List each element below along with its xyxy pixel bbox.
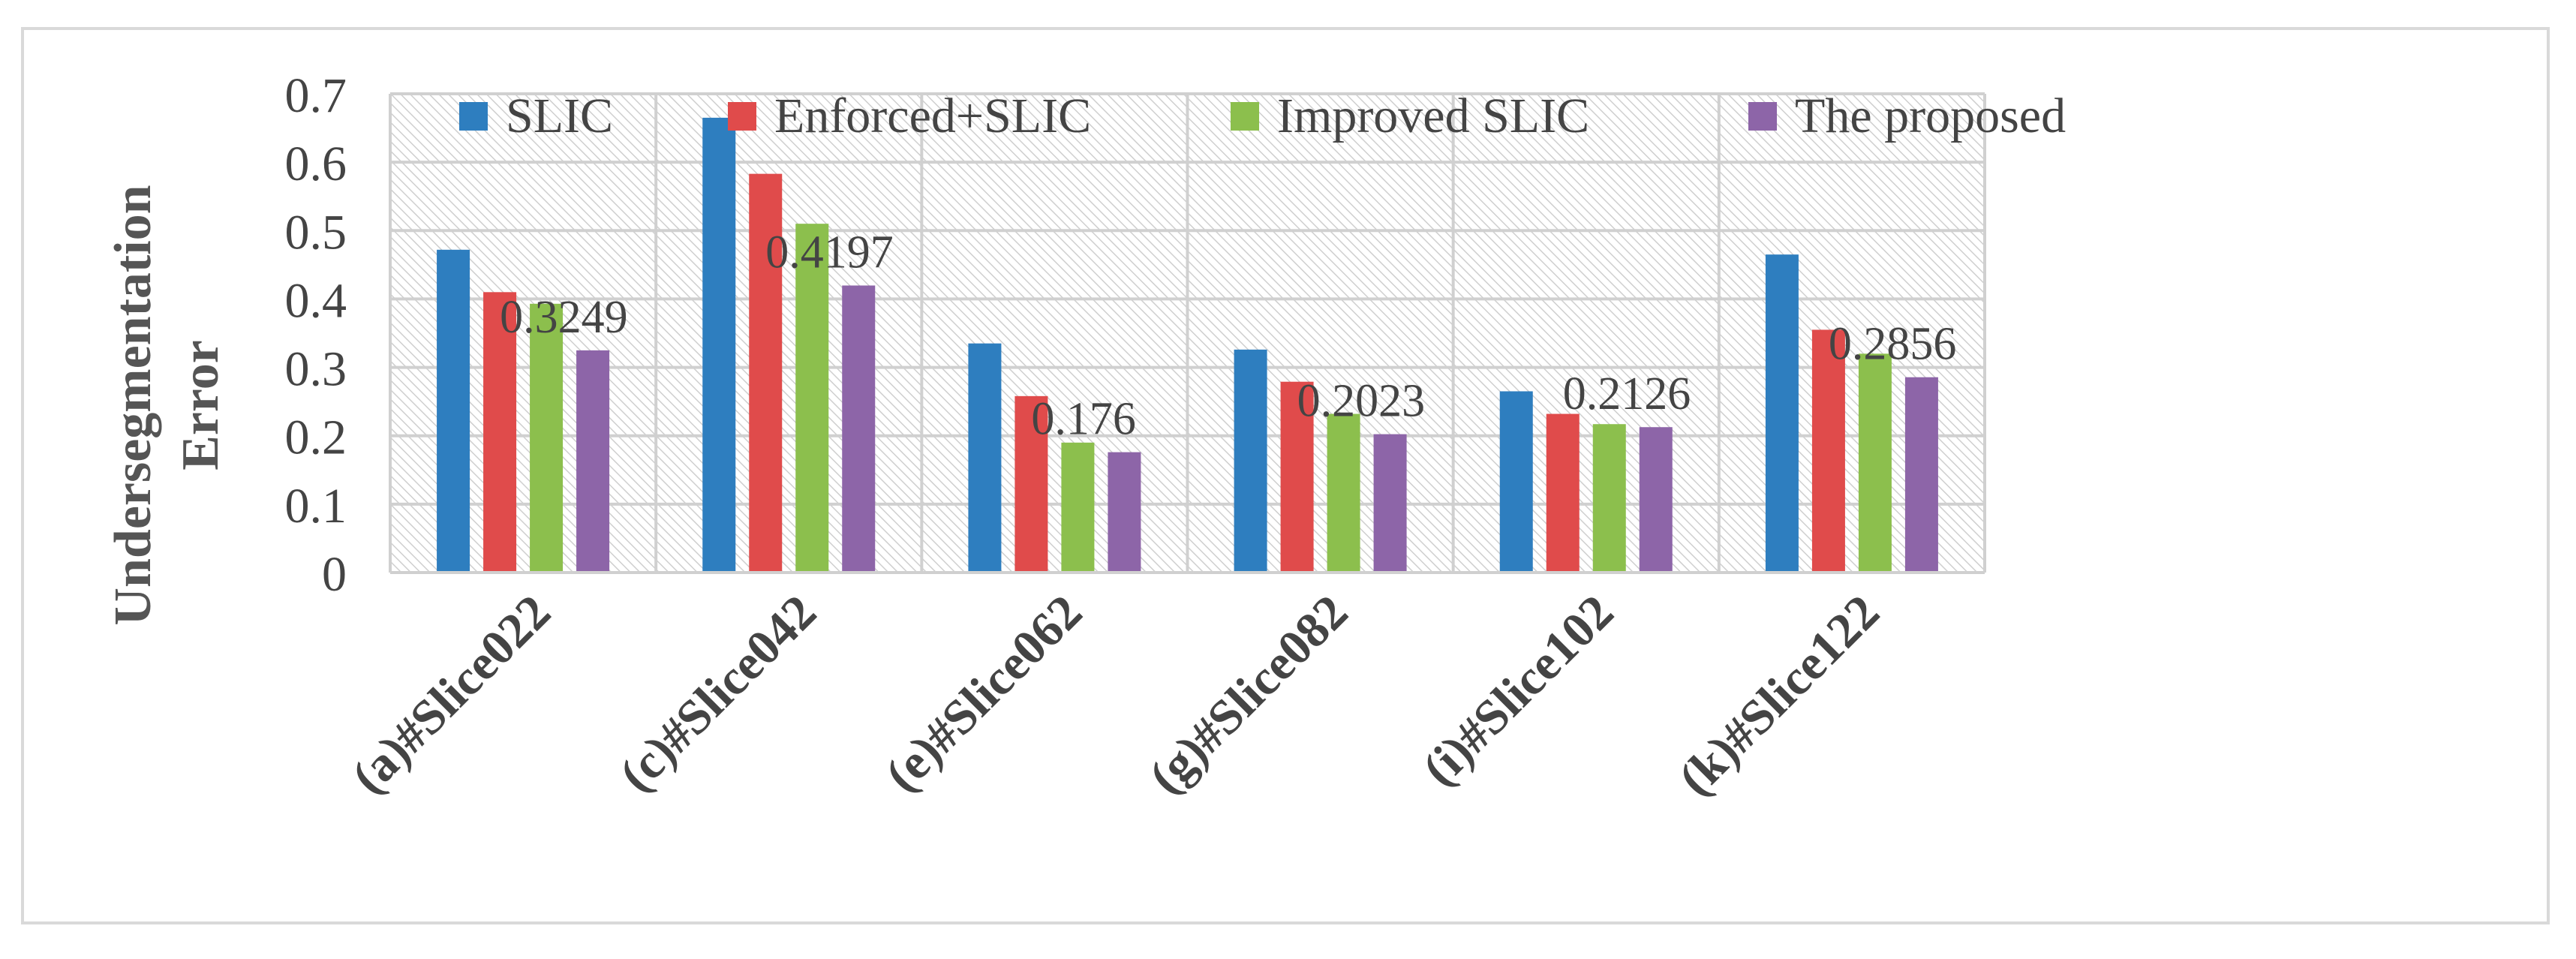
legend-label: Enforced+SLIC	[774, 89, 1091, 143]
legend-swatch	[459, 102, 488, 131]
bar	[437, 249, 470, 573]
bar	[842, 285, 876, 573]
bar	[1373, 434, 1407, 573]
y-tick-label: 0.6	[285, 137, 347, 191]
data-label: 0.176	[1031, 394, 1136, 445]
bar	[968, 343, 1002, 573]
legend-swatch	[1231, 102, 1259, 131]
bar	[1765, 254, 1799, 573]
bar	[1811, 329, 1845, 573]
x-tick-label: (a)#Slice022	[341, 585, 561, 804]
x-tick-label: (g)#Slice082	[1138, 585, 1358, 804]
bar	[749, 173, 783, 573]
bar	[1592, 424, 1626, 573]
bar	[1499, 391, 1533, 573]
data-label: 0.3249	[500, 292, 628, 343]
x-tick-label: (c)#Slice042	[609, 585, 827, 802]
y-tick-label: 0	[322, 547, 347, 602]
x-tick-label: (i)#Slice102	[1412, 585, 1624, 796]
bar	[1280, 381, 1314, 573]
y-tick-label: 0.2	[285, 410, 347, 465]
y-tick-label: 0.1	[285, 479, 347, 534]
data-label: 0.4197	[765, 227, 894, 278]
bar	[1546, 413, 1580, 573]
bar	[1327, 413, 1360, 573]
bar	[1858, 353, 1892, 573]
legend-label: SLIC	[506, 89, 613, 143]
legend-swatch	[1748, 102, 1777, 131]
x-tick-label: (e)#Slice062	[875, 585, 1093, 802]
y-tick-label: 0.5	[285, 205, 347, 260]
y-tick-label: 0.4	[285, 273, 347, 328]
bar	[1061, 442, 1095, 573]
bar	[795, 224, 829, 573]
y-axis-title: Error	[172, 340, 230, 470]
bar	[1108, 452, 1141, 573]
data-label: 0.2126	[1563, 368, 1691, 419]
bar	[1234, 349, 1267, 573]
data-label: 0.2856	[1829, 319, 1957, 370]
bar	[576, 350, 610, 573]
y-axis-title: Undersegmentation	[104, 185, 162, 625]
y-tick-label: 0.3	[285, 342, 347, 397]
x-tick-label: (k)#Slice122	[1668, 585, 1889, 806]
bar	[1904, 377, 1938, 573]
bar	[1014, 395, 1048, 573]
bar	[702, 117, 736, 573]
legend-label: Improved SLIC	[1277, 89, 1589, 143]
bar	[530, 303, 564, 573]
bar	[1639, 427, 1673, 573]
y-tick-label: 0.7	[285, 68, 347, 123]
bar	[483, 292, 517, 573]
data-label: 0.2023	[1297, 376, 1426, 427]
legend-swatch	[728, 102, 756, 131]
legend-label: The proposed	[1795, 89, 2066, 143]
